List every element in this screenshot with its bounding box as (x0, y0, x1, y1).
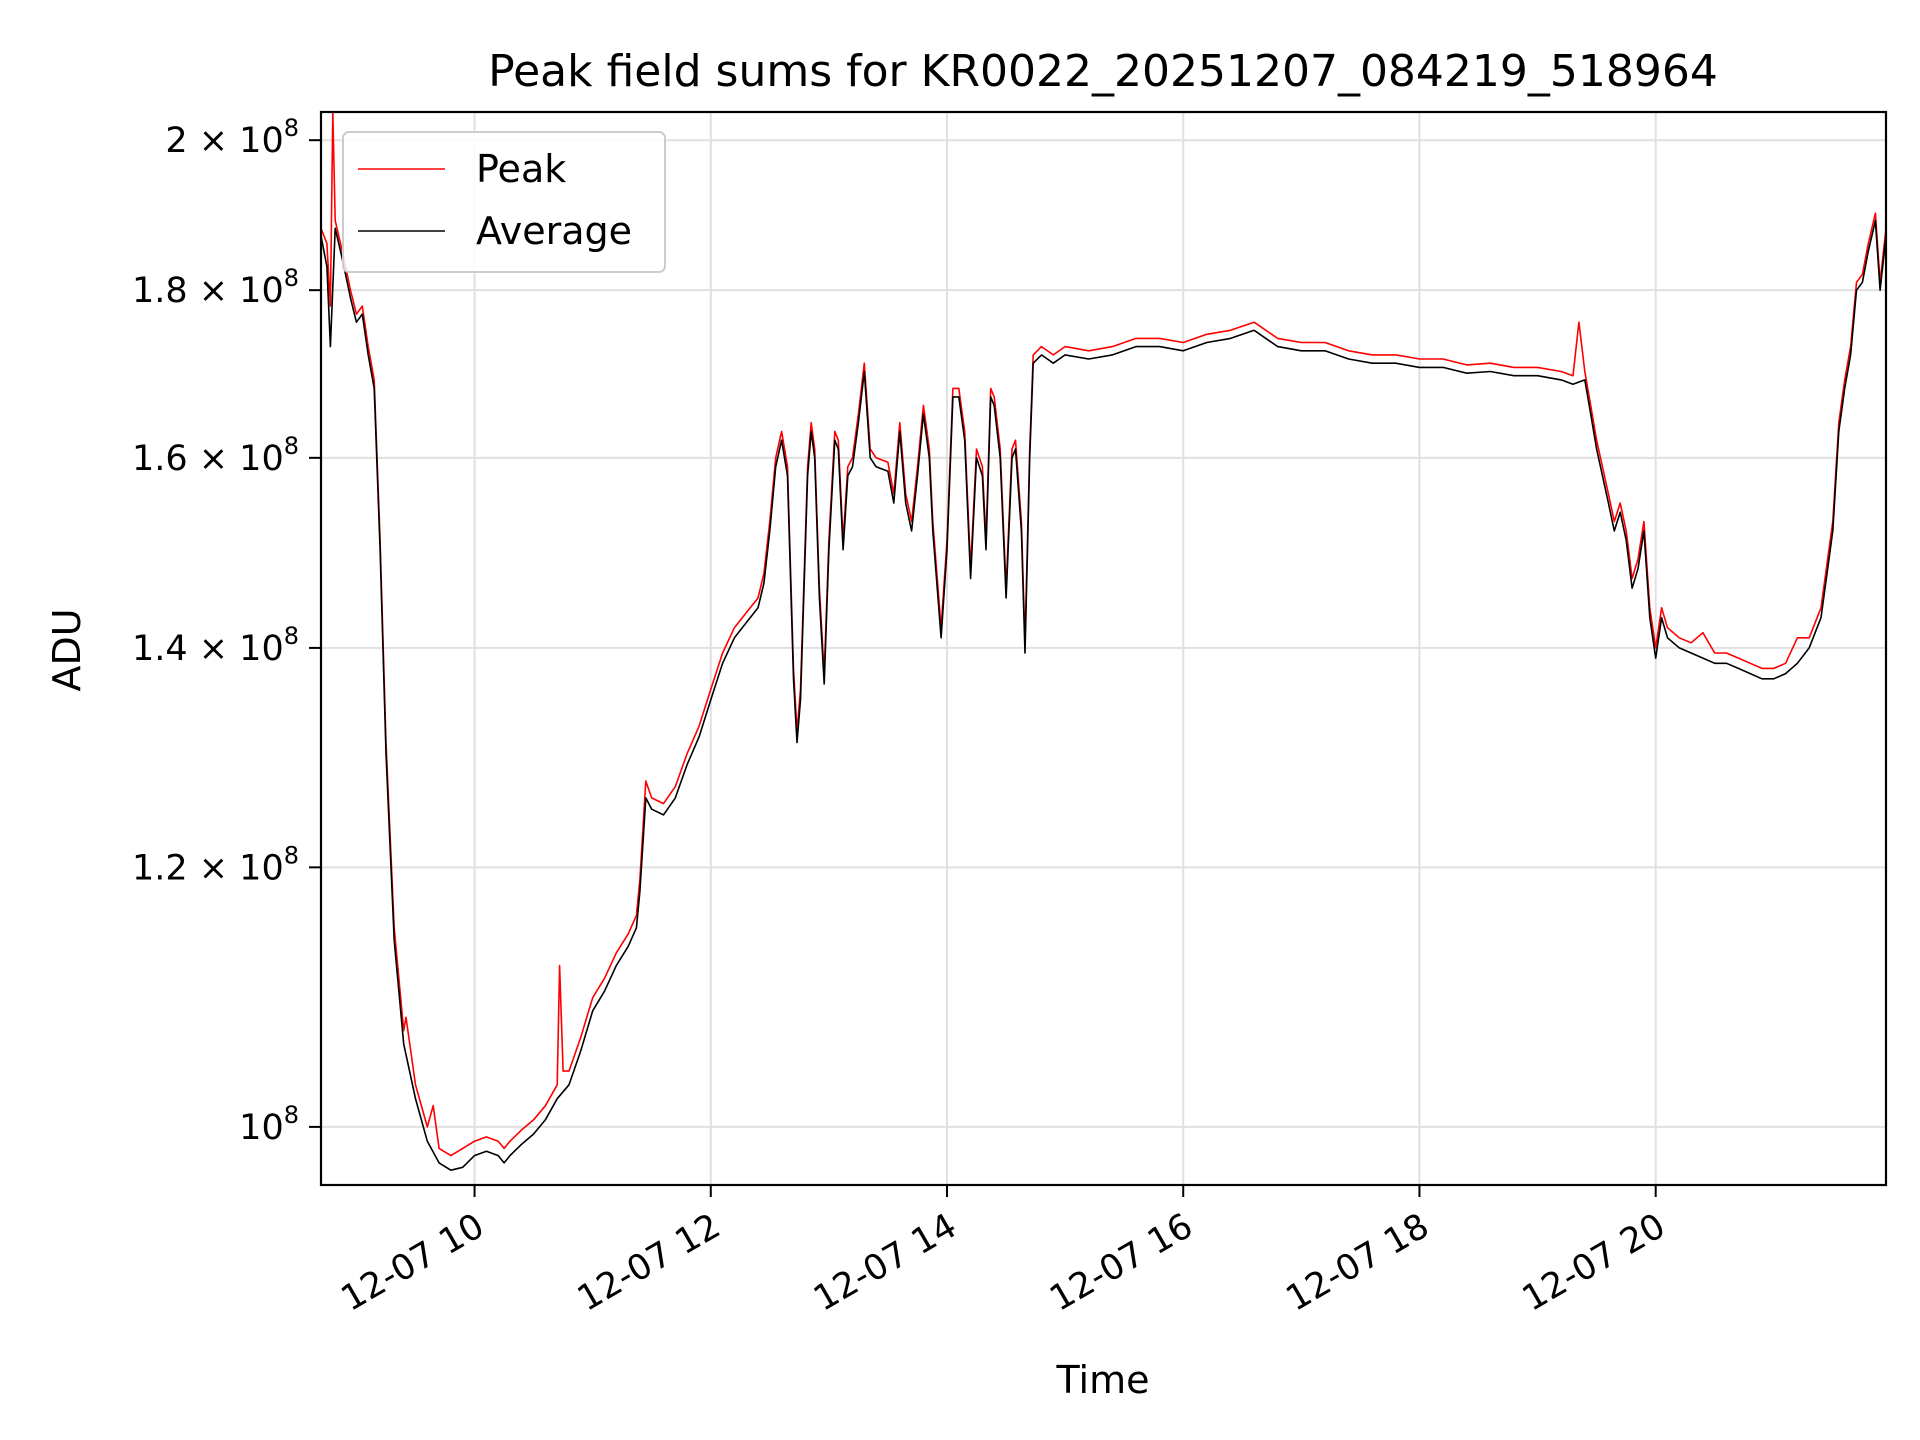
y-tick-label: 108 (239, 1101, 299, 1148)
legend-label-peak: Peak (476, 147, 566, 191)
y-axis-label: ADU (45, 608, 89, 691)
grid (321, 112, 1886, 1185)
y-axis: 108 1.2 × 108 1.4 × 108 1.6 × 108 1.8 × 108 2… (132, 114, 321, 1148)
y-tick-label: 1.8 × 108 (132, 264, 299, 311)
legend: Peak Average (342, 131, 666, 273)
y-tick-label: 1.6 × 108 (132, 432, 299, 479)
y-tick-label: 2 × 108 (165, 114, 299, 161)
legend-box (342, 131, 666, 273)
series-line-average (320, 219, 1887, 1171)
chart-title: Peak field sums for KR0022_20251207_0842… (488, 46, 1718, 97)
legend-label-average: Average (476, 209, 632, 253)
y-tick-label: 1.2 × 108 (132, 841, 299, 888)
x-axis-label: Time (1056, 1358, 1150, 1402)
plot-series (320, 111, 1887, 1171)
y-tick-label: 1.4 × 108 (132, 622, 299, 669)
